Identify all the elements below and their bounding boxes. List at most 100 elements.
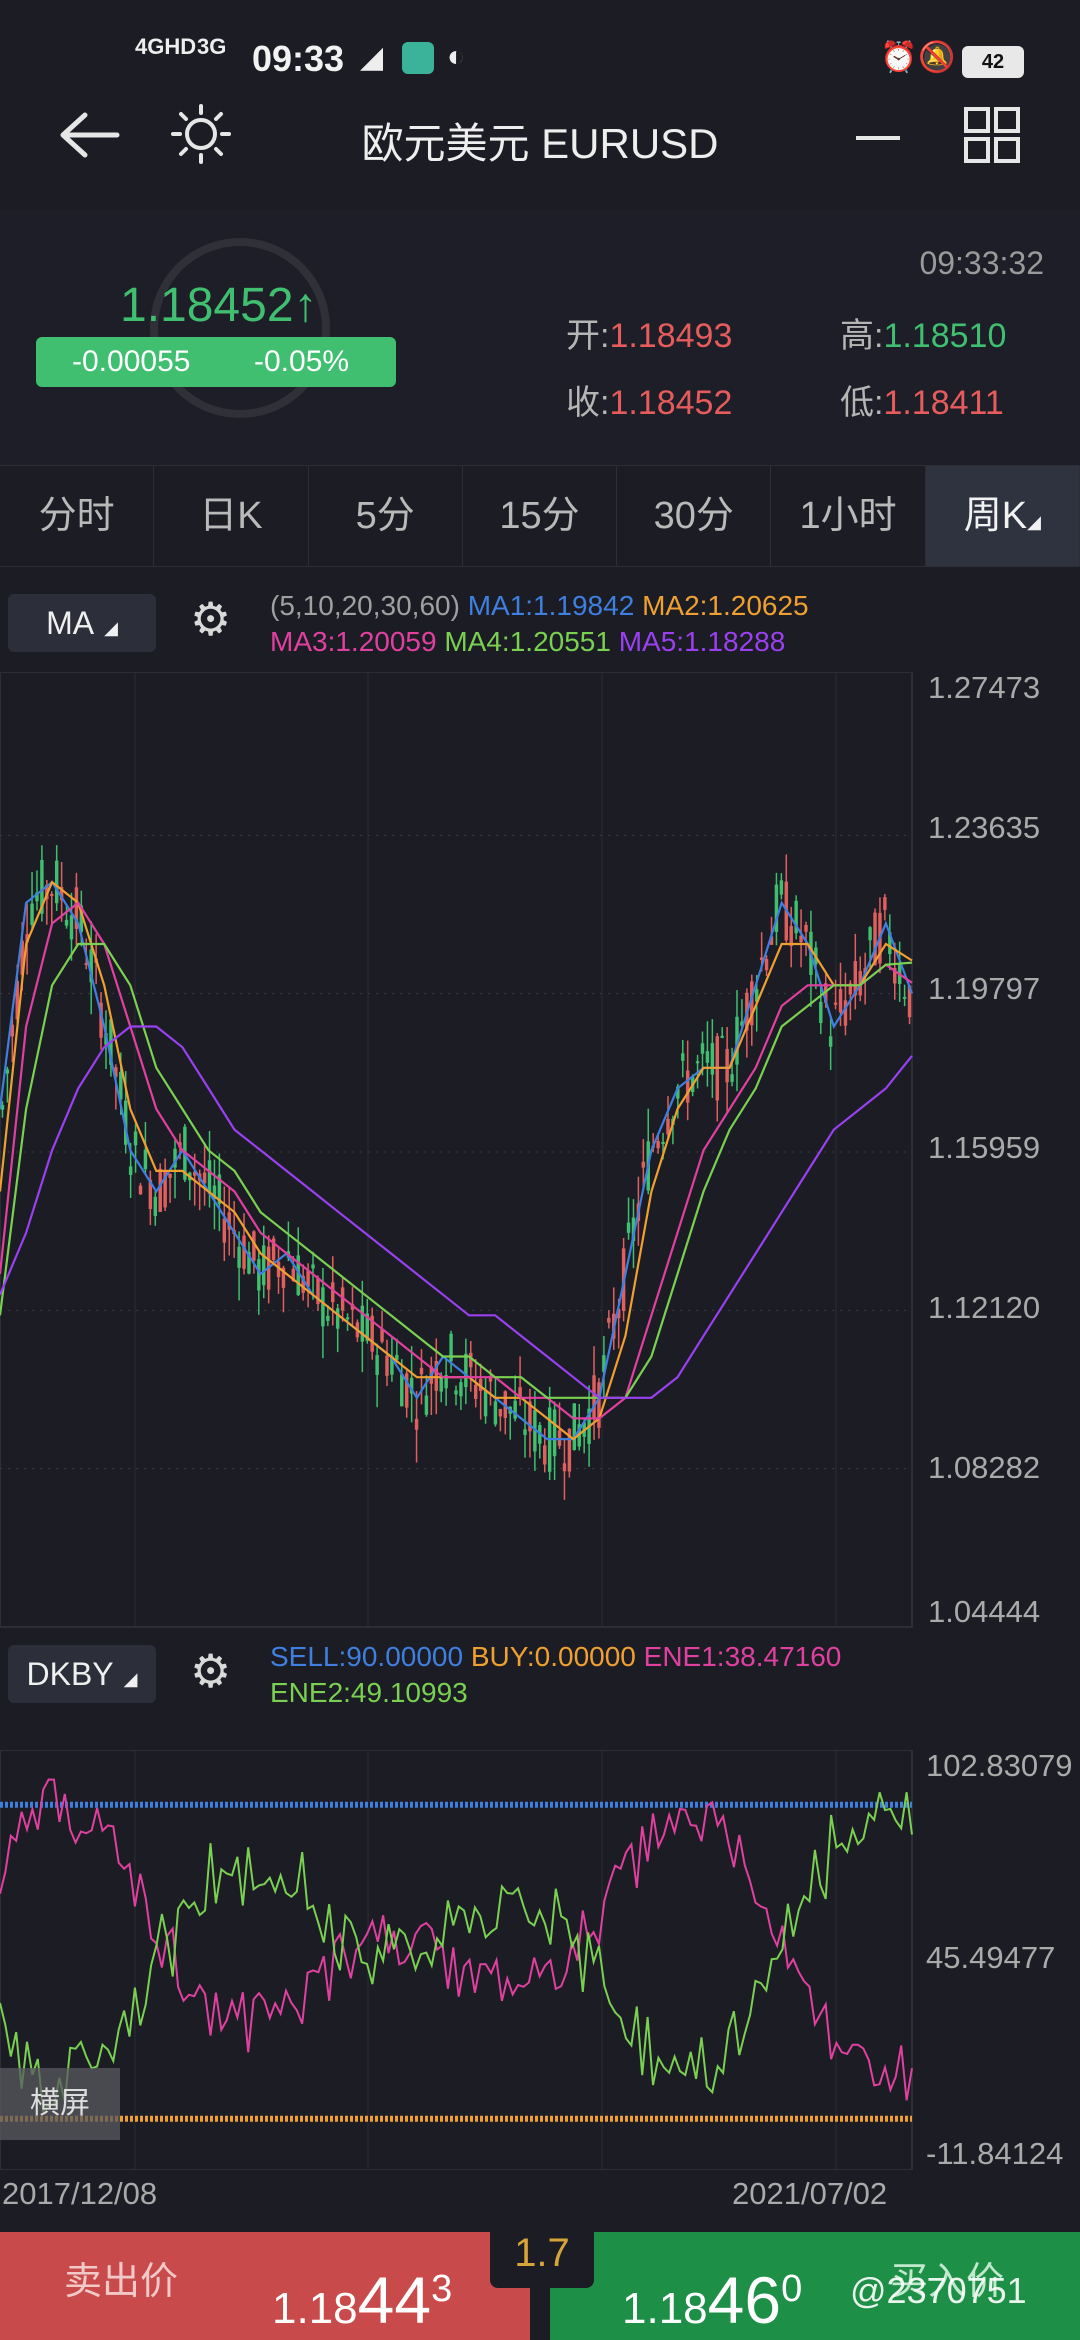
candle-body — [153, 1196, 158, 1217]
ma4-value: MA4:1.20551 — [444, 626, 611, 657]
candle-body — [483, 1390, 488, 1417]
ma-indicator-select[interactable]: MA ◢ — [8, 594, 156, 652]
tab-5min[interactable]: 5分 — [309, 466, 463, 566]
ma-line-ma3 — [0, 901, 913, 1420]
candle-body — [567, 1428, 572, 1472]
globe-icon: ◐ — [447, 40, 466, 73]
candle-body — [59, 887, 64, 901]
candle-body — [222, 1218, 227, 1243]
candle-body — [385, 1355, 389, 1376]
dkby-settings-gear-icon[interactable]: ⚙ — [190, 1645, 232, 1697]
candle-body — [158, 1168, 162, 1212]
y-tick-label: 1.15959 — [928, 1130, 1041, 1165]
candle-body — [523, 1429, 527, 1435]
candle-body — [740, 1021, 744, 1026]
sell-button[interactable]: 卖出价 1.18443 — [0, 2232, 530, 2340]
tab-daily[interactable]: 日K — [154, 466, 309, 566]
candle-body — [893, 968, 897, 984]
y-tick-label: 102.83079 — [926, 1748, 1073, 1783]
tab-15min[interactable]: 15分 — [463, 466, 618, 566]
candle-body — [89, 949, 93, 983]
ma-line-ma1 — [0, 880, 914, 1441]
candle-body — [804, 924, 808, 932]
candle-body — [257, 1259, 261, 1291]
candle-body — [173, 1148, 177, 1168]
candle-body — [84, 963, 88, 966]
quote-time: 09:33:32 — [919, 245, 1044, 281]
landscape-button[interactable]: 横屏 — [0, 2068, 120, 2140]
candle-body — [404, 1373, 409, 1408]
ene1-value: ENE1:38.47160 — [643, 1641, 842, 1672]
dkby-indicator-chart[interactable] — [0, 1750, 1080, 2170]
candle-body — [395, 1354, 399, 1360]
candle-body — [419, 1367, 424, 1375]
candle-body — [15, 980, 19, 1020]
candle-body — [513, 1400, 517, 1419]
tab-weekly[interactable]: 周K◢ — [925, 466, 1080, 566]
send-icon: ◢ — [360, 41, 384, 74]
candle-body — [700, 1043, 705, 1054]
theme-toggle-button[interactable] — [168, 100, 238, 170]
candle-body — [434, 1360, 439, 1391]
candle-body — [217, 1174, 222, 1204]
candlestick-chart[interactable] — [0, 672, 1080, 1632]
candle-body — [720, 1035, 724, 1038]
candle-body — [99, 1002, 103, 1038]
period-tabs: 分时 日K 5分 15分 30分 1小时 周K◢ — [0, 465, 1080, 567]
minimize-button[interactable] — [854, 118, 904, 158]
y-tick-label: 1.19797 — [928, 971, 1041, 1006]
candle-body — [661, 1141, 665, 1144]
candle-body — [262, 1245, 266, 1286]
candle-body — [562, 1463, 567, 1472]
dkby-legend: SELL:90.00000 BUY:0.00000 ENE1:38.47160 … — [270, 1639, 841, 1711]
candle-body — [735, 1016, 739, 1065]
candle-body — [69, 915, 74, 940]
close-row: 收:1.18452 — [566, 384, 733, 422]
tab-30min[interactable]: 30分 — [617, 466, 772, 566]
candle-body — [237, 1246, 241, 1268]
status-time: 09:33 — [252, 38, 345, 79]
tab-1hour[interactable]: 1小时 — [771, 466, 926, 566]
candle-body — [572, 1403, 577, 1450]
candle-body — [54, 860, 59, 904]
dkby-indicator-select[interactable]: DKBY ◢ — [8, 1645, 156, 1703]
candle-body — [335, 1308, 340, 1329]
candle-body — [685, 1070, 690, 1103]
y-tick-label: 1.08282 — [928, 1450, 1041, 1485]
tab-timeshare[interactable]: 分时 — [0, 466, 155, 566]
candle-body — [833, 1002, 838, 1005]
candle-body — [439, 1376, 443, 1392]
candle-body — [626, 1222, 631, 1233]
candle-body — [301, 1275, 305, 1293]
back-button[interactable] — [55, 105, 125, 175]
candle-body — [276, 1261, 281, 1278]
candle-body — [449, 1333, 453, 1362]
candle-body — [281, 1267, 286, 1288]
page-title: 欧元美元 EURUSD — [361, 120, 719, 167]
sell-value: SELL:90.00000 — [270, 1641, 464, 1672]
candle-body — [666, 1118, 670, 1135]
ma-settings-gear-icon[interactable]: ⚙ — [190, 593, 232, 645]
candle-body — [30, 903, 34, 925]
candle-body — [543, 1445, 547, 1465]
spread-value: 1.7 — [490, 2218, 594, 2288]
battery-indicator: 42 — [962, 46, 1024, 78]
candle-body — [40, 859, 44, 914]
candle-body — [133, 1131, 138, 1146]
candle-body — [631, 1217, 636, 1242]
candle-body — [331, 1282, 335, 1303]
candle-body — [454, 1390, 458, 1395]
candle-body — [710, 1043, 715, 1075]
layout-button[interactable] — [962, 105, 1022, 165]
candle-body — [498, 1408, 503, 1417]
network-indicator-3g: 3G — [197, 34, 227, 59]
buy-button[interactable]: 1.18460 买入价 @2370751 — [550, 2232, 1080, 2340]
candle-body — [345, 1317, 350, 1320]
candle-body — [607, 1317, 611, 1323]
candle-body — [902, 996, 907, 999]
candle-body — [873, 912, 877, 966]
dropdown-corner-icon: ◢ — [1027, 512, 1041, 532]
candle-body — [464, 1353, 468, 1388]
candle-body — [207, 1160, 212, 1194]
candle-body — [306, 1270, 310, 1287]
